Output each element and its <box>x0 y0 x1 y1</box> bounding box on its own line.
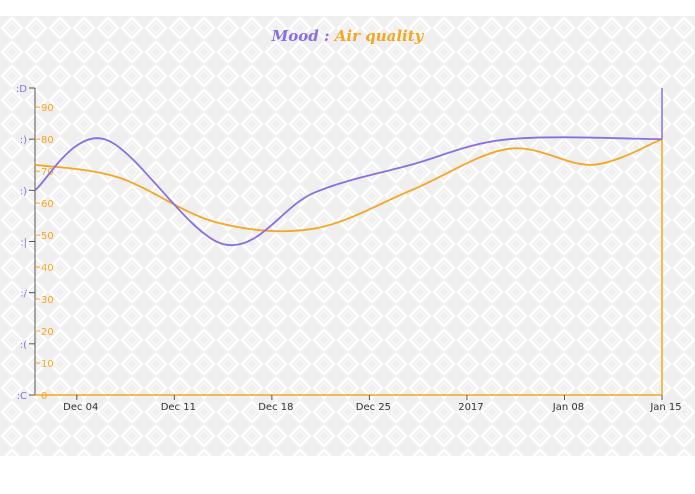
x-tick-label: Dec 04 <box>63 402 98 413</box>
air-tick-label: 30 <box>41 295 54 306</box>
air-tick-label: 0 <box>41 391 47 402</box>
air-tick-label: 60 <box>41 199 54 210</box>
air-tick-label: 50 <box>41 231 54 242</box>
air-quality-line <box>34 138 663 233</box>
chart-title: Mood : Air quality <box>0 27 695 45</box>
x-tick-label: Jan 15 <box>649 402 681 413</box>
mood-tick-label: :) <box>20 135 27 146</box>
mood-tick-label: :/ <box>20 289 27 300</box>
mood-tick-label: :( <box>20 340 27 351</box>
mood-tick-label: :D <box>16 84 27 95</box>
x-tick-label: 2017 <box>458 402 483 413</box>
air-tick-label: 20 <box>41 327 54 338</box>
mood-tick-label: :) <box>20 186 27 197</box>
chart-panel <box>0 16 695 456</box>
title-air-quality: Air quality <box>334 27 424 45</box>
mood-tick-label: :| <box>20 238 27 249</box>
background-pattern <box>0 16 695 456</box>
air-tick-label: 40 <box>41 263 54 274</box>
x-tick-label: Jan 08 <box>552 402 584 413</box>
x-tick-label: Dec 18 <box>258 402 293 413</box>
title-mood: Mood <box>271 27 319 45</box>
x-tick-label: Dec 25 <box>356 402 391 413</box>
mood-line <box>34 136 663 247</box>
air-tick-label: 90 <box>41 103 54 114</box>
air-tick-label: 70 <box>41 167 54 178</box>
x-tick-label: Dec 11 <box>161 402 196 413</box>
air-tick-label: 10 <box>41 359 54 370</box>
mood-tick-label: :C <box>17 391 27 402</box>
air-tick-label: 80 <box>41 135 54 146</box>
title-separator: : <box>323 27 330 45</box>
